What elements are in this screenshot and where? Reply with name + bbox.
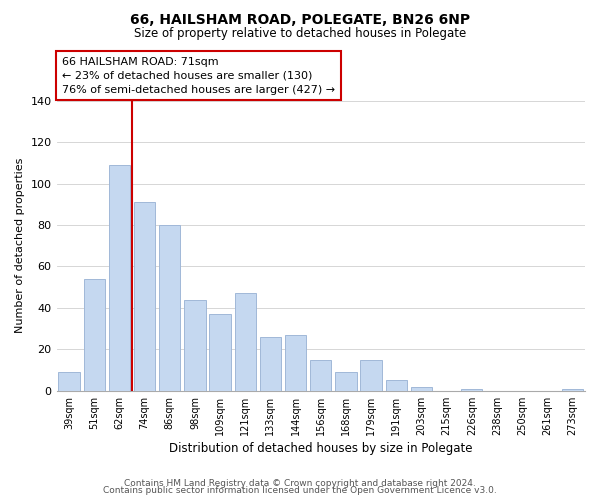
Bar — [411, 386, 432, 391]
Bar — [235, 294, 256, 391]
Bar — [109, 165, 130, 391]
Bar — [260, 337, 281, 391]
Bar — [562, 388, 583, 391]
Bar — [58, 372, 80, 391]
Bar — [285, 335, 307, 391]
Bar — [386, 380, 407, 391]
Bar — [335, 372, 356, 391]
X-axis label: Distribution of detached houses by size in Polegate: Distribution of detached houses by size … — [169, 442, 473, 455]
Bar — [134, 202, 155, 391]
Bar — [209, 314, 231, 391]
Text: 66, HAILSHAM ROAD, POLEGATE, BN26 6NP: 66, HAILSHAM ROAD, POLEGATE, BN26 6NP — [130, 12, 470, 26]
Bar — [159, 225, 181, 391]
Bar — [83, 279, 105, 391]
Bar — [184, 300, 206, 391]
Y-axis label: Number of detached properties: Number of detached properties — [15, 158, 25, 334]
Text: 66 HAILSHAM ROAD: 71sqm
← 23% of detached houses are smaller (130)
76% of semi-d: 66 HAILSHAM ROAD: 71sqm ← 23% of detache… — [62, 57, 335, 95]
Bar — [310, 360, 331, 391]
Bar — [461, 388, 482, 391]
Text: Contains HM Land Registry data © Crown copyright and database right 2024.: Contains HM Land Registry data © Crown c… — [124, 478, 476, 488]
Text: Contains public sector information licensed under the Open Government Licence v3: Contains public sector information licen… — [103, 486, 497, 495]
Text: Size of property relative to detached houses in Polegate: Size of property relative to detached ho… — [134, 28, 466, 40]
Bar — [361, 360, 382, 391]
